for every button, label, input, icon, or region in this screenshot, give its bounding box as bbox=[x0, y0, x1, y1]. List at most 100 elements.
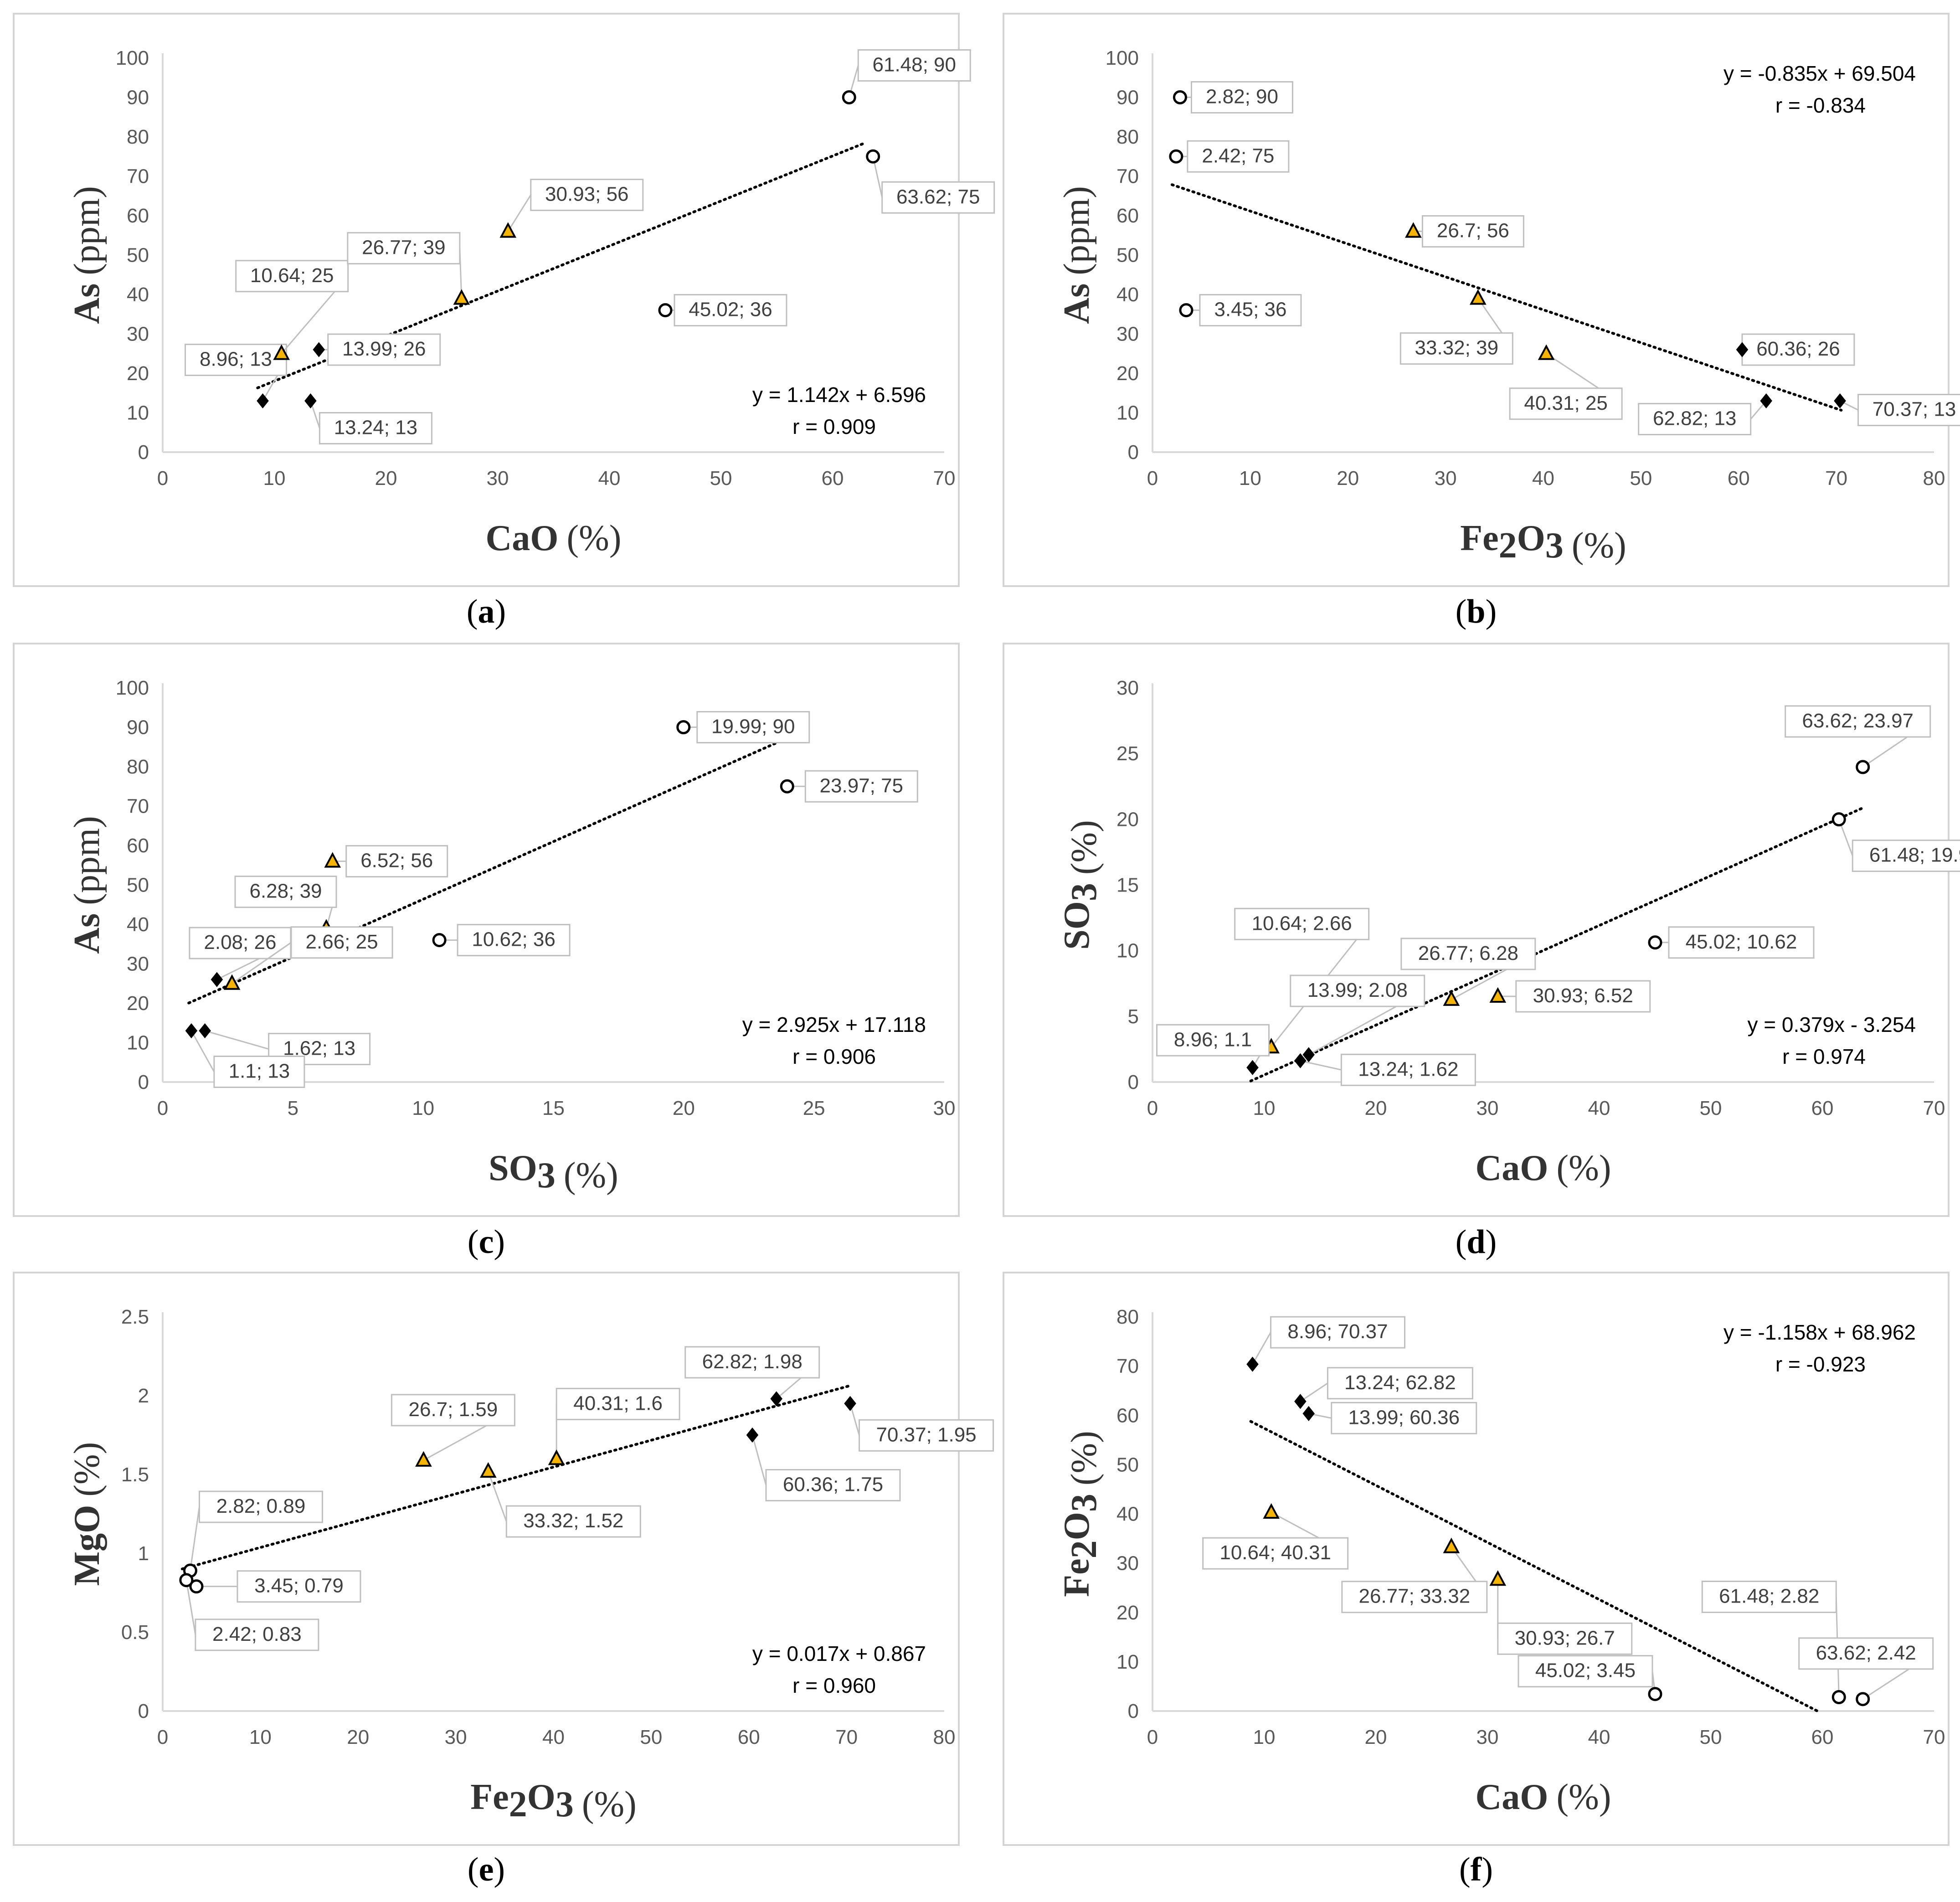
data-label-box bbox=[1202, 1537, 1349, 1570]
data-label: 10.64; 40.31 bbox=[1219, 1541, 1331, 1564]
x-tick-label: 20 bbox=[347, 1726, 369, 1748]
y-tick-label: 0.5 bbox=[121, 1621, 149, 1644]
y-tick-label: 15 bbox=[1116, 874, 1139, 897]
equation-label: y = 1.142x + 6.596 bbox=[752, 383, 926, 407]
x-tick-label: 20 bbox=[1337, 467, 1359, 490]
data-label-box bbox=[1668, 926, 1815, 959]
data-label-box bbox=[505, 1505, 641, 1538]
data-point-triangle bbox=[453, 289, 470, 305]
x-axis-title: Fe2O3 (%) bbox=[1460, 518, 1626, 566]
x-axis-unit: (%) bbox=[567, 518, 622, 558]
y-tick-label: 0 bbox=[1128, 441, 1139, 464]
y-tick-label: 20 bbox=[127, 992, 149, 1015]
data-point-circle bbox=[866, 149, 880, 164]
r-value-label: r = 0.960 bbox=[792, 1674, 876, 1697]
y-axis-title-part-0: Fe bbox=[1057, 1558, 1097, 1597]
r-value-label: r = -0.834 bbox=[1775, 93, 1866, 117]
chart-panel-d: 0 10 20 30 40 50 60 70 0 5 10 15 20 25 30 CaO (%) SO3(%) y… bbox=[1003, 643, 1960, 1217]
x-axis-title-part-1: 2 bbox=[509, 1784, 527, 1825]
y-tick-label: 30 bbox=[1116, 323, 1139, 345]
x-tick-label: 15 bbox=[542, 1097, 565, 1119]
data-label-box bbox=[1341, 1581, 1488, 1613]
x-tick-label: 10 bbox=[412, 1097, 434, 1119]
data-label: 70.37; 1.95 bbox=[876, 1423, 976, 1446]
data-point-triangle bbox=[499, 222, 517, 238]
data-point-triangle bbox=[1489, 987, 1507, 1003]
data-point-circle bbox=[1831, 1690, 1846, 1705]
data-label: 2.42; 0.83 bbox=[212, 1623, 302, 1645]
x-axis-title: CaO (%) bbox=[1476, 1148, 1611, 1188]
data-label-box bbox=[1290, 974, 1425, 1007]
data-point-triangle bbox=[1443, 1537, 1460, 1553]
y-tick-label: 100 bbox=[116, 47, 149, 69]
x-tick-label: 25 bbox=[803, 1097, 825, 1119]
data-label: 2.08; 26 bbox=[204, 931, 276, 954]
y-tick-label: 40 bbox=[1116, 283, 1139, 306]
data-label-box bbox=[185, 344, 288, 376]
data-label-box bbox=[1400, 938, 1536, 970]
data-label: 13.24; 62.82 bbox=[1344, 1371, 1456, 1394]
equation-label: y = -0.835x + 69.504 bbox=[1723, 62, 1916, 85]
y-tick-label: 0 bbox=[138, 441, 149, 464]
data-label-box bbox=[804, 770, 918, 803]
data-label: 45.02; 3.45 bbox=[1535, 1660, 1636, 1682]
data-label: 61.48; 19.99 bbox=[1869, 844, 1960, 866]
x-tick-label: 50 bbox=[1700, 1726, 1722, 1748]
data-label-box bbox=[684, 1346, 820, 1379]
data-label-box bbox=[1518, 1655, 1653, 1688]
data-point-triangle bbox=[1405, 222, 1422, 238]
x-axis-title-part-2: O bbox=[527, 1777, 556, 1817]
data-point-circle bbox=[676, 720, 691, 734]
y-tick-label: 40 bbox=[127, 913, 149, 936]
data-point-triangle bbox=[223, 974, 241, 990]
x-tick-label: 60 bbox=[1811, 1097, 1834, 1119]
x-tick-label: 20 bbox=[1365, 1097, 1387, 1119]
data-label-box bbox=[290, 926, 393, 959]
y-tick-label: 5 bbox=[1128, 1005, 1139, 1028]
data-label: 13.99; 60.36 bbox=[1348, 1406, 1460, 1428]
x-tick-label: 50 bbox=[640, 1726, 662, 1748]
x-tick-label: 40 bbox=[1588, 1726, 1610, 1748]
data-point-circle bbox=[1831, 812, 1846, 827]
data-point-triangle bbox=[273, 344, 290, 360]
data-label-box bbox=[1187, 140, 1290, 173]
x-axis-title: Fe2O3 (%) bbox=[470, 1777, 637, 1825]
data-label-box bbox=[1785, 705, 1931, 738]
data-point-circle bbox=[1856, 1692, 1870, 1706]
data-point-diamond bbox=[1302, 1047, 1315, 1062]
data-label-box bbox=[530, 179, 644, 211]
data-point-diamond bbox=[844, 1396, 856, 1411]
data-point-diamond bbox=[185, 1023, 198, 1039]
data-label: 8.96; 70.37 bbox=[1287, 1320, 1388, 1343]
y-tick-label: 80 bbox=[1116, 1306, 1139, 1328]
r-value-label: r = 0.974 bbox=[1782, 1045, 1866, 1068]
data-label: 60.36; 1.75 bbox=[783, 1474, 883, 1496]
x-axis-unit: (%) bbox=[1572, 526, 1626, 566]
data-point-circle bbox=[1648, 935, 1662, 950]
y-tick-label: 1 bbox=[138, 1542, 149, 1565]
data-label-box bbox=[1421, 215, 1524, 248]
y-tick-label: 20 bbox=[1116, 362, 1139, 385]
x-tick-label: 70 bbox=[1825, 467, 1847, 490]
data-label-box bbox=[189, 927, 292, 959]
y-tick-label: 50 bbox=[1116, 244, 1139, 267]
x-tick-label: 50 bbox=[1700, 1097, 1722, 1119]
label-leader-line bbox=[507, 194, 532, 232]
y-axis-title-part-0: As bbox=[1057, 283, 1097, 324]
data-label-box bbox=[1399, 332, 1513, 365]
data-label-box bbox=[1270, 1316, 1406, 1349]
y-axis-title-part-0: As bbox=[67, 283, 107, 324]
y-tick-label: 40 bbox=[127, 283, 149, 306]
data-point-triangle bbox=[1538, 344, 1555, 360]
x-axis-title: SO3 (%) bbox=[489, 1148, 618, 1196]
data-label: 13.24; 1.62 bbox=[1358, 1058, 1458, 1080]
x-tick-label: 30 bbox=[1476, 1097, 1499, 1119]
y-tick-label: 25 bbox=[1116, 742, 1139, 765]
x-tick-label: 40 bbox=[598, 467, 621, 490]
y-tick-label: 10 bbox=[1116, 1651, 1139, 1673]
y-tick-label: 0 bbox=[138, 1071, 149, 1093]
caption-f: (f) bbox=[1459, 1851, 1493, 1888]
label-leader-line bbox=[1300, 1382, 1328, 1402]
data-point-circle bbox=[842, 90, 856, 104]
data-label-box bbox=[213, 1056, 305, 1088]
